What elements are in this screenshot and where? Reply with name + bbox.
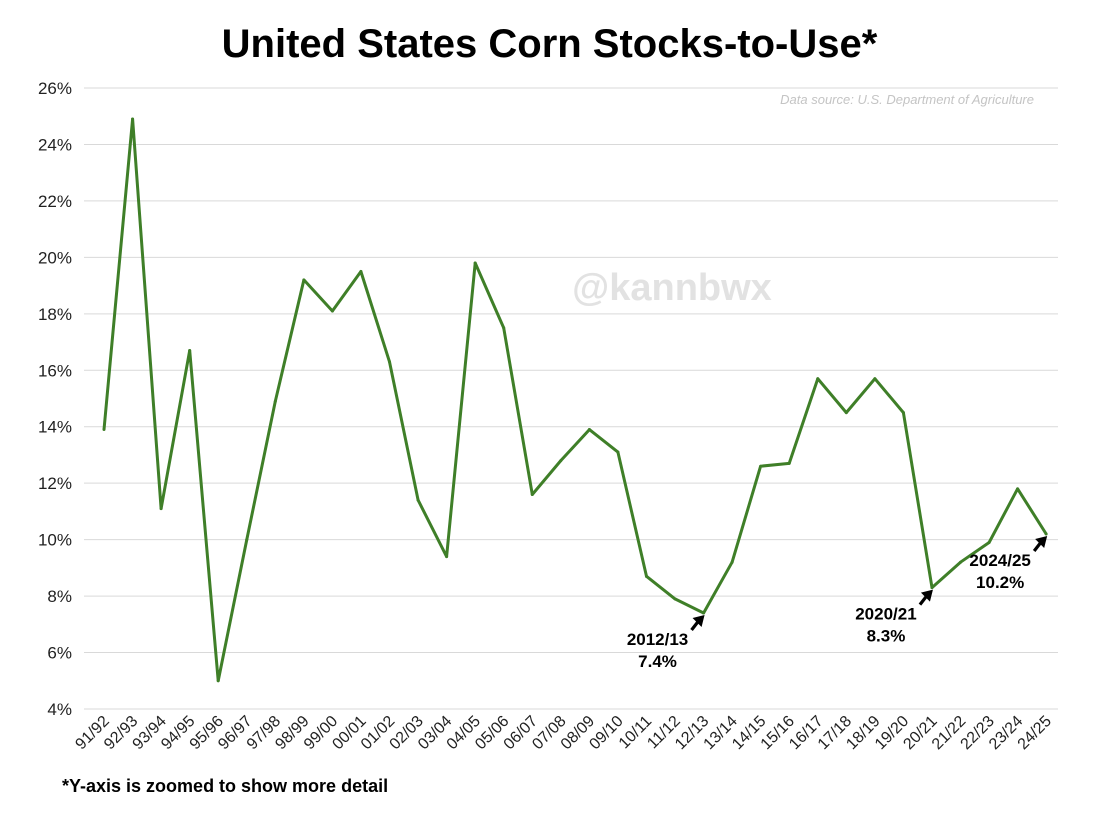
annotation-arrowhead	[692, 615, 705, 628]
data-point	[131, 117, 135, 121]
data-point	[1044, 532, 1048, 536]
data-point	[188, 349, 192, 353]
y-tick-label: 26%	[38, 79, 72, 98]
data-point	[445, 555, 449, 559]
series-line	[102, 117, 1048, 683]
data-point	[816, 377, 820, 381]
footnote: *Y-axis is zoomed to show more detail	[62, 776, 389, 796]
annotation-value: 7.4%	[638, 652, 677, 671]
data-point	[616, 450, 620, 454]
data-point	[159, 507, 163, 511]
data-point	[359, 269, 363, 273]
data-point	[245, 538, 249, 542]
y-tick-label: 16%	[38, 361, 72, 380]
x-axis-ticks: 91/9292/9393/9494/9595/9696/9797/9898/99…	[72, 713, 1055, 753]
data-point	[587, 428, 591, 432]
y-tick-label: 12%	[38, 474, 72, 493]
data-point	[302, 278, 306, 282]
data-point	[1016, 487, 1020, 491]
annotation-label: 2020/21	[855, 605, 916, 624]
annotation-label: 2012/13	[627, 630, 688, 649]
y-tick-label: 18%	[38, 305, 72, 324]
y-tick-label: 20%	[38, 248, 72, 267]
annotation-arrowhead	[1035, 535, 1048, 548]
annotation-value: 10.2%	[976, 573, 1024, 592]
y-tick-label: 4%	[47, 700, 72, 719]
y-tick-label: 8%	[47, 587, 72, 606]
annotation-arrowhead	[920, 589, 933, 602]
data-source-note: Data source: U.S. Department of Agricult…	[780, 92, 1034, 107]
x-tick-label: 24/25	[1015, 713, 1055, 753]
data-point	[959, 560, 962, 564]
y-tick-label: 22%	[38, 192, 72, 211]
data-point	[873, 377, 877, 381]
data-point	[502, 326, 506, 330]
watermark: @kannbwx	[572, 267, 772, 309]
x-tick-label: 09/10	[586, 713, 626, 753]
annotation-value: 8.3%	[867, 627, 906, 646]
data-point	[759, 464, 763, 468]
data-point	[559, 459, 563, 463]
data-point	[673, 597, 677, 601]
data-point	[702, 611, 706, 615]
y-tick-label: 24%	[38, 135, 72, 154]
data-point	[987, 540, 991, 544]
data-point	[473, 261, 477, 265]
data-point	[530, 492, 534, 496]
data-point	[216, 679, 220, 683]
data-point	[901, 411, 905, 415]
y-axis-ticks: 4% 6% 8% 10% 12% 14% 16% 18% 20% 22% 24% 26%	[38, 79, 72, 719]
data-point	[416, 498, 420, 502]
chart-title: United States Corn Stocks-to-Use*	[221, 22, 878, 66]
data-point	[102, 428, 106, 432]
y-tick-label: 10%	[38, 531, 72, 550]
data-point	[787, 461, 791, 465]
y-tick-label: 6%	[47, 644, 72, 663]
data-point	[644, 574, 648, 578]
gridlines	[84, 87, 1058, 710]
data-point	[330, 309, 334, 313]
data-point	[844, 411, 848, 415]
data-point	[273, 399, 277, 403]
annotation-label: 2024/25	[969, 551, 1030, 570]
data-point	[388, 360, 391, 364]
series-line-group	[102, 117, 1048, 683]
data-point	[930, 586, 934, 590]
annotations: 2012/13 7.4% 2020/21 8.3% 2024/25 10.2%	[627, 535, 1048, 671]
data-point	[730, 560, 734, 564]
y-tick-label: 14%	[38, 418, 72, 437]
